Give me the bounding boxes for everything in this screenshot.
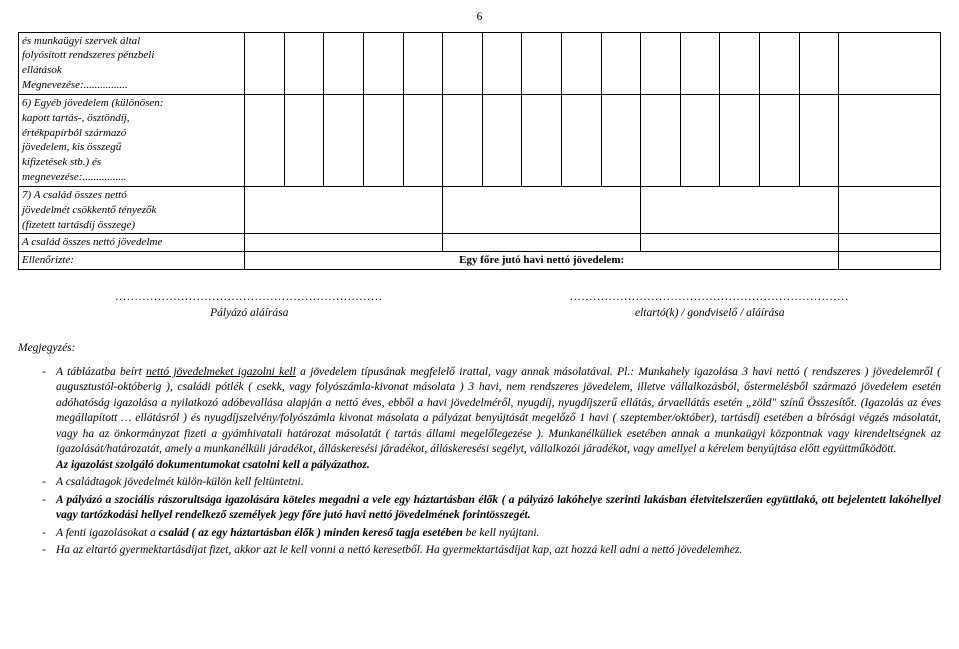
income-table: és munkaügyi szervek által folyósított r… <box>18 32 941 271</box>
list-item: A pályázó a szociális rászorultsága igaz… <box>42 493 941 524</box>
table-row: 6) Egyéb jövedelem (különösen: kapott ta… <box>19 94 941 186</box>
egy-fore-label: Egy főre jutó havi nettó jövedelem: <box>245 252 839 270</box>
row-label: A család összes nettó jövedelme <box>19 234 245 252</box>
notes-title: Megjegyzés: <box>18 341 941 357</box>
table-row: Ellenőrizte: Egy főre jutó havi nettó jö… <box>19 252 941 270</box>
row-label: 7) A család összes nettó jövedelmét csök… <box>19 186 245 234</box>
signature-right: ........................................… <box>481 290 940 321</box>
list-item: A táblázatba beírt nettó jövedelmeket ig… <box>42 365 941 474</box>
row-label: és munkaügyi szervek által folyósított r… <box>19 32 245 94</box>
notes-list: A táblázatba beírt nettó jövedelmeket ig… <box>18 365 941 559</box>
list-item: A családtagok jövedelmét külön-külön kel… <box>42 475 941 491</box>
table-row: A család összes nettó jövedelme <box>19 234 941 252</box>
signatures: ........................................… <box>18 288 941 323</box>
signature-left: ........................................… <box>20 290 479 321</box>
ellenorizte-label: Ellenőrizte: <box>19 252 245 270</box>
table-row: és munkaügyi szervek által folyósított r… <box>19 32 941 94</box>
row-label: 6) Egyéb jövedelem (különösen: kapott ta… <box>19 94 245 186</box>
page-number: 6 <box>18 10 941 26</box>
table-row: 7) A család összes nettó jövedelmét csök… <box>19 186 941 234</box>
list-item: A fenti igazolásokat a család ( az egy h… <box>42 526 941 542</box>
list-item: Ha az eltartó gyermektartásdíjat fizet, … <box>42 543 941 559</box>
